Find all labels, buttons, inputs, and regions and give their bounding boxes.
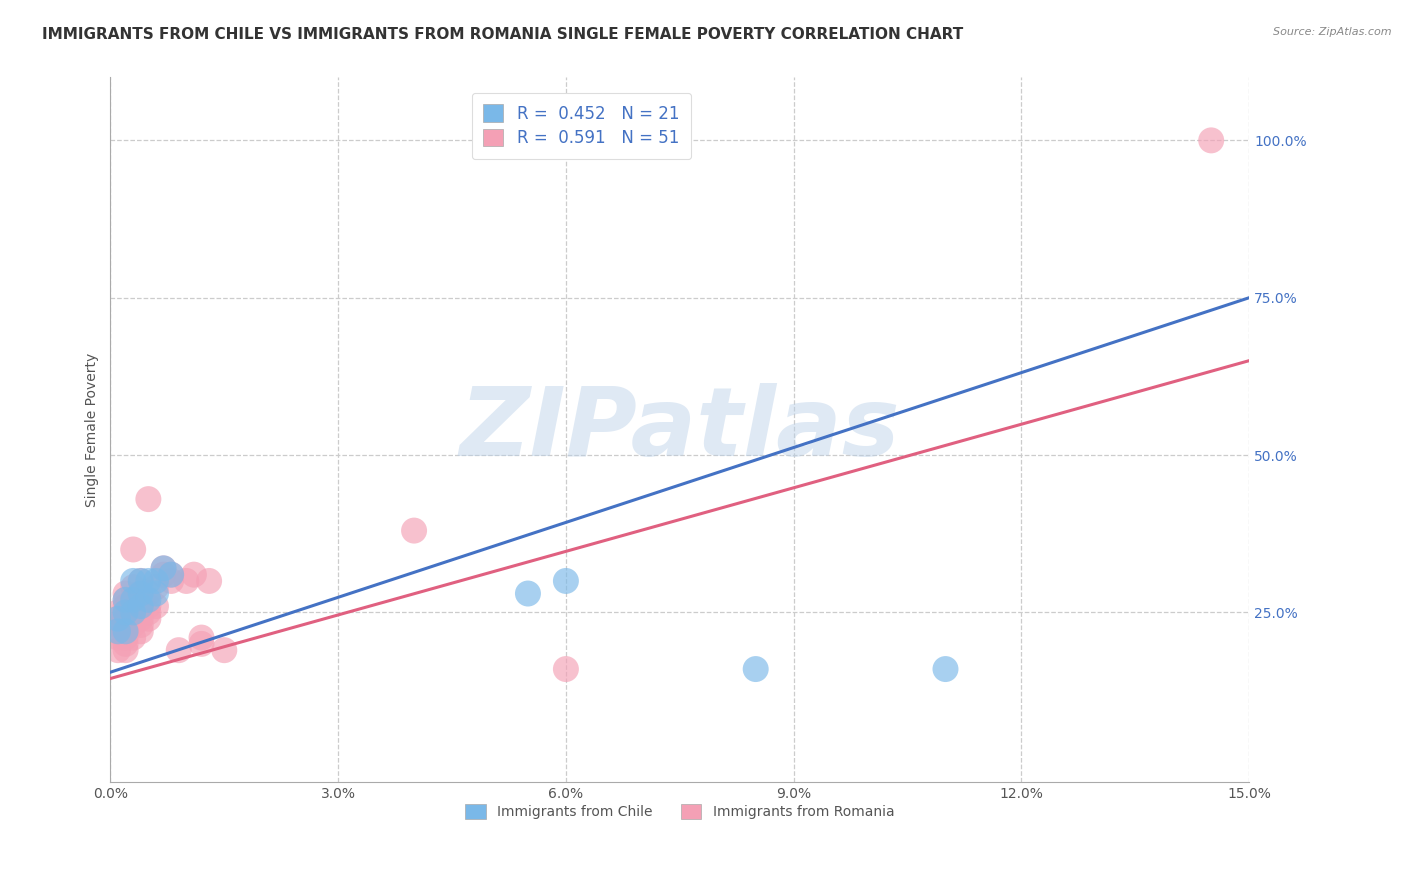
Text: Source: ZipAtlas.com: Source: ZipAtlas.com <box>1274 27 1392 37</box>
Text: IMMIGRANTS FROM CHILE VS IMMIGRANTS FROM ROMANIA SINGLE FEMALE POVERTY CORRELATI: IMMIGRANTS FROM CHILE VS IMMIGRANTS FROM… <box>42 27 963 42</box>
Point <box>554 574 576 588</box>
Point <box>129 618 152 632</box>
Point <box>198 574 221 588</box>
Point <box>554 662 576 676</box>
Point <box>107 624 129 639</box>
Point <box>129 574 152 588</box>
Point <box>183 567 205 582</box>
Point <box>744 662 766 676</box>
Point <box>122 580 145 594</box>
Point <box>167 643 190 657</box>
Point <box>145 599 167 614</box>
Point <box>107 612 129 626</box>
Point <box>122 618 145 632</box>
Point <box>122 612 145 626</box>
Point <box>129 586 152 600</box>
Point <box>114 599 136 614</box>
Point <box>138 599 160 614</box>
Point <box>114 624 136 639</box>
Point <box>138 586 160 600</box>
Point <box>138 612 160 626</box>
Point <box>107 631 129 645</box>
Point <box>152 567 174 582</box>
Point <box>114 618 136 632</box>
Point <box>122 631 145 645</box>
Point <box>190 631 212 645</box>
Point <box>214 643 236 657</box>
Point <box>160 574 183 588</box>
Point <box>114 624 136 639</box>
Point <box>122 574 145 588</box>
Point <box>404 524 426 538</box>
Point <box>138 592 160 607</box>
Point <box>122 599 145 614</box>
Point <box>516 586 538 600</box>
Point <box>160 567 183 582</box>
Point <box>122 592 145 607</box>
Point <box>160 567 183 582</box>
Point <box>114 592 136 607</box>
Point <box>129 624 152 639</box>
Point <box>190 637 212 651</box>
Point <box>122 606 145 620</box>
Point <box>122 592 145 607</box>
Point <box>107 624 129 639</box>
Point <box>129 606 152 620</box>
Point <box>129 574 152 588</box>
Y-axis label: Single Female Poverty: Single Female Poverty <box>86 352 100 507</box>
Point <box>1199 133 1222 147</box>
Point <box>152 561 174 575</box>
Point <box>138 574 160 588</box>
Point <box>145 580 167 594</box>
Point <box>114 612 136 626</box>
Point <box>138 492 160 507</box>
Point <box>122 542 145 557</box>
Point <box>114 643 136 657</box>
Point <box>129 586 152 600</box>
Point <box>145 586 167 600</box>
Point <box>129 599 152 614</box>
Legend: Immigrants from Chile, Immigrants from Romania: Immigrants from Chile, Immigrants from R… <box>460 799 900 825</box>
Point <box>114 631 136 645</box>
Point <box>114 592 136 607</box>
Text: ZIPatlas: ZIPatlas <box>460 384 900 476</box>
Point <box>934 662 956 676</box>
Point <box>114 637 136 651</box>
Point <box>107 643 129 657</box>
Point <box>145 574 167 588</box>
Point <box>129 599 152 614</box>
Point <box>114 606 136 620</box>
Point <box>122 606 145 620</box>
Point <box>138 606 160 620</box>
Point <box>107 606 129 620</box>
Point <box>107 612 129 626</box>
Point <box>129 612 152 626</box>
Point <box>114 586 136 600</box>
Point <box>107 618 129 632</box>
Point <box>152 561 174 575</box>
Point <box>176 574 198 588</box>
